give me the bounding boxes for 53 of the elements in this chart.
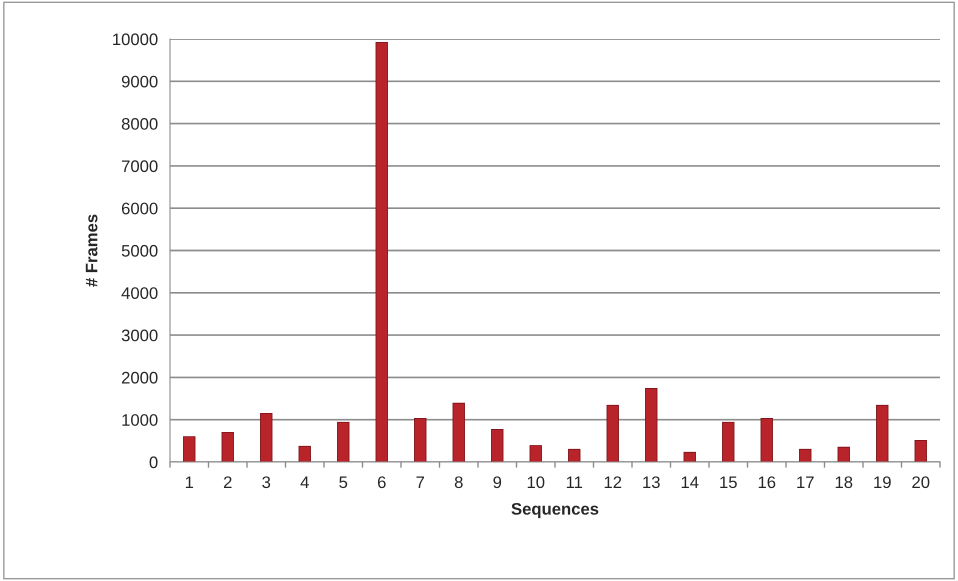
- x-tick-label: 18: [836, 476, 852, 488]
- y-tick-label: 4000: [122, 287, 158, 300]
- x-tick-label: 16: [758, 476, 776, 488]
- bar: [838, 446, 850, 462]
- x-tick-label: 1: [186, 476, 194, 488]
- x-tick-label: 5: [339, 476, 348, 488]
- x-tick-label: 14: [682, 476, 699, 488]
- x-tick-label: 11: [566, 476, 582, 488]
- x-tick-label: 6: [378, 476, 386, 488]
- x-tick-label: 4: [300, 476, 309, 488]
- bar: [337, 422, 350, 462]
- bar: [876, 404, 888, 462]
- x-axis-title: Sequences: [511, 502, 598, 518]
- bar: [530, 445, 542, 462]
- bar: [914, 440, 927, 462]
- bar: [491, 429, 504, 462]
- bar: [799, 448, 812, 462]
- y-tick-label: 5000: [122, 244, 158, 257]
- bar: [606, 404, 619, 462]
- bar: [376, 42, 388, 462]
- x-tick-label: 15: [720, 476, 737, 488]
- bar: [568, 448, 580, 462]
- bar: [414, 418, 426, 462]
- x-tick-label: 8: [454, 476, 463, 488]
- y-tick-label: 10000: [113, 33, 158, 46]
- y-tick-label: 6000: [122, 202, 158, 214]
- bar: [222, 432, 234, 462]
- y-tick-label: 8000: [122, 118, 158, 130]
- x-tick-label: 17: [797, 476, 814, 488]
- bar: [298, 446, 311, 462]
- y-tick-label: 7000: [122, 160, 158, 172]
- x-tick-label: 3: [262, 476, 270, 488]
- x-tick-label: 19: [874, 476, 891, 488]
- bar: [722, 422, 734, 462]
- bar: [684, 452, 696, 462]
- x-tick-label: 9: [493, 476, 502, 488]
- x-tick-label: 10: [528, 476, 544, 488]
- bar: [645, 388, 658, 462]
- y-tick-label: 3000: [122, 330, 158, 342]
- y-axis-title: # Frames: [86, 214, 98, 287]
- y-tick-label: 2000: [122, 372, 158, 384]
- y-tick-label: 1000: [122, 414, 158, 426]
- bar: [760, 418, 773, 462]
- bar: [260, 412, 272, 462]
- x-tick-label: 2: [224, 476, 232, 488]
- bar: [452, 402, 465, 462]
- bar: [183, 436, 196, 462]
- x-tick-label: 7: [416, 476, 424, 488]
- y-tick-label: 0: [150, 456, 158, 468]
- x-tick-label: 12: [604, 476, 622, 488]
- x-tick-label: 20: [912, 476, 930, 488]
- y-tick-label: 9000: [122, 76, 158, 88]
- x-tick-label: 13: [643, 476, 660, 488]
